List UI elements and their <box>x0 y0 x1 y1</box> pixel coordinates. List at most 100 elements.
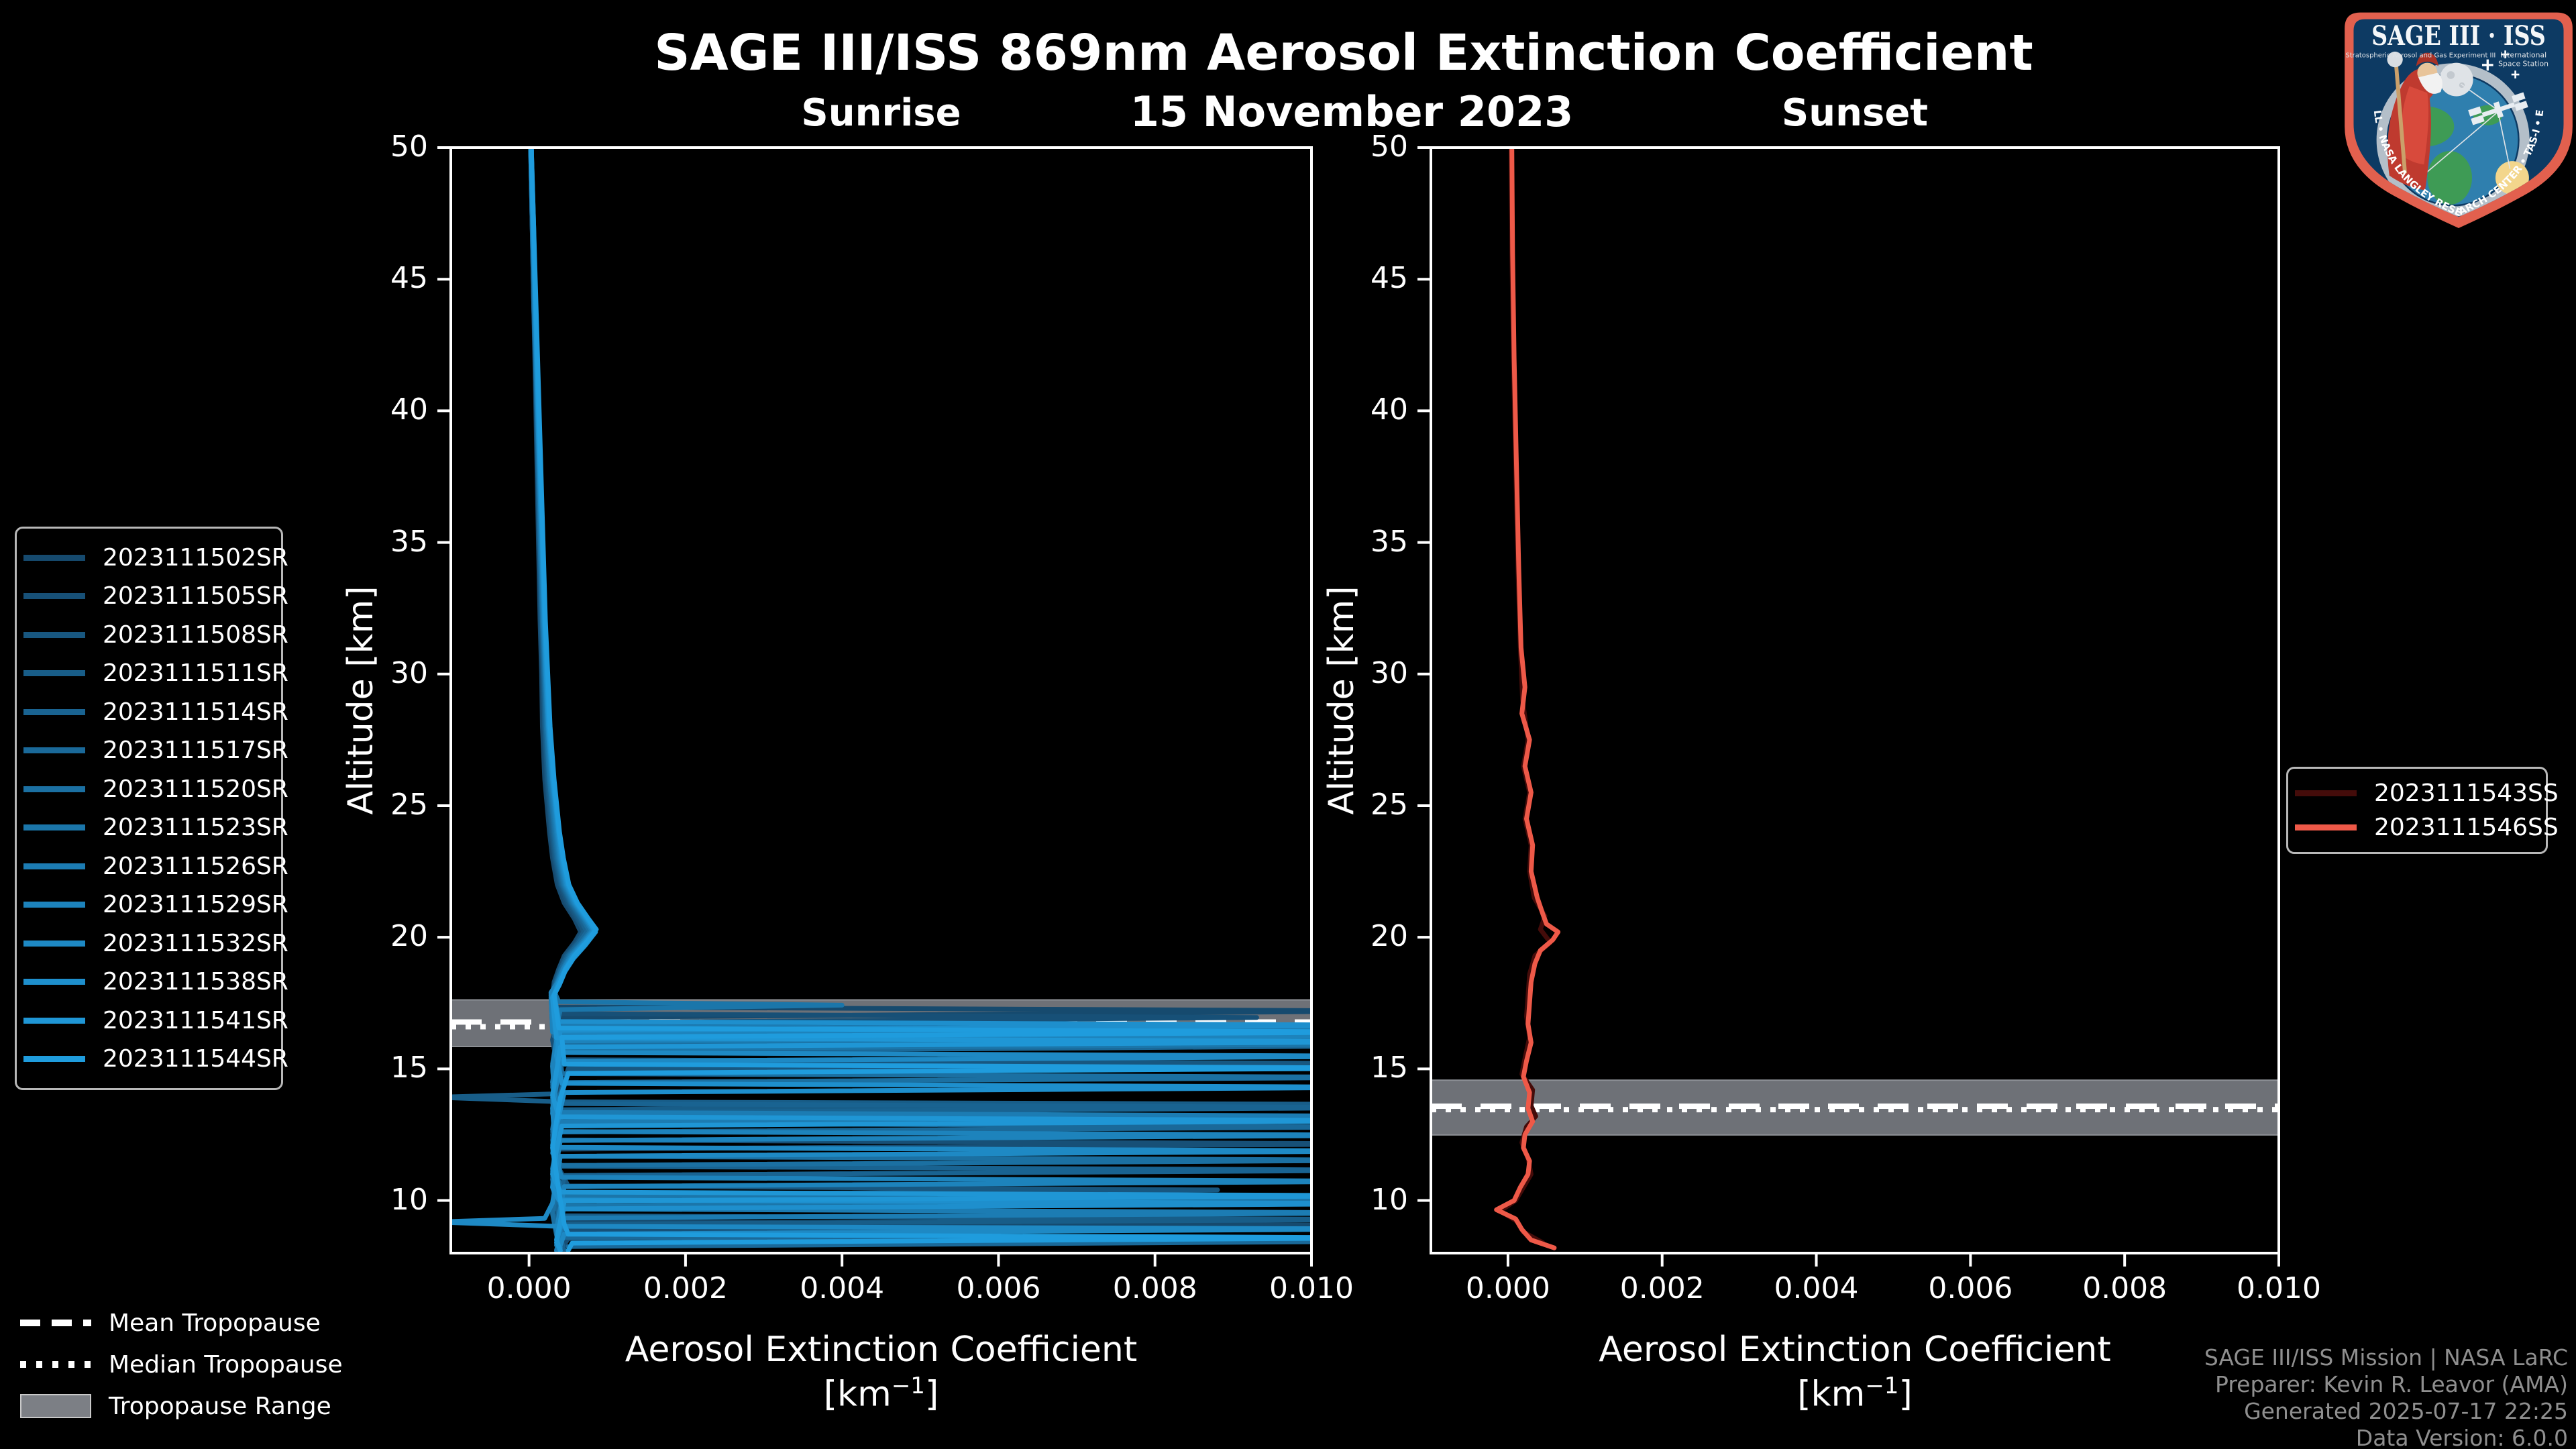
x-tick-label: 0.008 <box>2082 1271 2167 1305</box>
legend-item-2023111546SS: 2023111546SS <box>2295 814 2559 841</box>
legend-event-label: 2023111541SR <box>103 1006 288 1034</box>
y-tick-label: 30 <box>1371 655 1408 690</box>
median-tropopause-dot-icon <box>20 1361 91 1368</box>
axes-frame <box>1430 146 2280 1254</box>
profile-line-2023111544SR <box>529 148 1311 1253</box>
moon-icon <box>2439 62 2473 97</box>
x-tick-label: 0.006 <box>956 1271 1041 1305</box>
sunset-y-axis-label: Altitude [km] <box>1322 586 1362 815</box>
stars-icon <box>2481 50 2520 78</box>
x-tick-label: 0.008 <box>1112 1271 1197 1305</box>
legend-event-label: 2023111514SR <box>103 698 288 726</box>
legend-event-label: 2023111544SR <box>103 1045 288 1073</box>
tropopause-legend: Mean Tropopause Median Tropopause Tropop… <box>20 1309 343 1420</box>
legend-line-swatch <box>23 631 85 638</box>
tropopause-range-patch-icon <box>20 1394 91 1418</box>
legend-item-2023111543SS: 2023111543SS <box>2295 780 2559 807</box>
legend-event-label: 2023111526SR <box>103 852 288 880</box>
y-tick-label: 20 <box>390 919 428 954</box>
legend-item-2023111511SR: 2023111511SR <box>23 659 288 687</box>
x-tick-label: 0.010 <box>1269 1271 1354 1305</box>
y-tick-label: 25 <box>1371 787 1408 822</box>
y-tick-label: 40 <box>390 392 428 427</box>
legend-event-label: 2023111529SR <box>103 891 288 919</box>
y-tick-label: 25 <box>390 787 428 822</box>
legend-event-label: 2023111538SR <box>103 968 288 996</box>
legend-line-swatch <box>23 670 85 677</box>
sunrise-x-axis-label: Aerosol Extinction Coefficient <box>625 1330 1138 1370</box>
patch-title: SAGE III · ISS <box>2371 20 2546 52</box>
father-time-figure-icon <box>2387 51 2443 191</box>
iss-icon <box>2468 92 2528 125</box>
legend-event-label: 2023111543SS <box>2374 780 2559 807</box>
y-tick-label: 45 <box>1371 261 1408 296</box>
y-tick-label: 15 <box>390 1051 428 1085</box>
occultation-beams-icon <box>2422 83 2511 176</box>
sunset-panel-title: Sunset <box>1781 91 1929 135</box>
patch-subtitle-left: Stratospheric Aerosol and Gas Experiment… <box>2345 52 2496 59</box>
y-tick-label: 15 <box>1371 1051 1408 1085</box>
y-tick-label: 20 <box>1371 919 1408 954</box>
y-tick-label: 50 <box>390 129 428 164</box>
y-tick-label: 35 <box>1371 524 1408 559</box>
profile-line-2023111538SR <box>529 148 1311 1253</box>
legend-event-label: 2023111520SR <box>103 775 288 803</box>
legend-event-label: 2023111511SR <box>103 659 288 688</box>
median-tropopause-legend-item: Median Tropopause <box>20 1351 343 1379</box>
legend-item-2023111508SR: 2023111508SR <box>23 621 288 649</box>
legend-item-2023111514SR: 2023111514SR <box>23 698 288 726</box>
legend-event-label: 2023111508SR <box>103 621 288 649</box>
y-tick-label: 45 <box>390 261 428 296</box>
sunset-plot-area <box>1431 148 2279 1250</box>
sunrise-events-legend: 2023111502SR 2023111505SR 2023111508SR 2023… <box>15 527 288 1090</box>
legend-event-label: 2023111517SR <box>103 737 288 765</box>
legend-line-swatch <box>23 708 85 715</box>
legend-item-2023111529SR: 2023111529SR <box>23 891 288 918</box>
legend-item-2023111505SR: 2023111505SR <box>23 582 288 610</box>
legend-line-swatch <box>23 979 85 985</box>
legend-item-2023111544SR: 2023111544SR <box>23 1045 288 1073</box>
sunset-events-legend: 2023111543SS 2023111546SS <box>2286 767 2559 854</box>
legend-item-2023111502SR: 2023111502SR <box>23 544 288 572</box>
legend-line-swatch <box>23 1056 85 1063</box>
sunrise-plot-area <box>451 148 1311 1253</box>
legend-item-2023111541SR: 2023111541SR <box>23 1007 288 1034</box>
legend-line-swatch <box>23 1017 85 1024</box>
legend-line-swatch <box>2295 824 2357 830</box>
sunrise-panel-title: Sunrise <box>801 91 961 135</box>
legend-item-2023111523SR: 2023111523SR <box>23 814 288 841</box>
sage-iii-iss-mission-patch: SAGE III · ISS Stratospheric Aerosol and… <box>2345 8 2573 229</box>
preparer-credit: Preparer: Kevin R. Leavor (AMA) <box>2215 1371 2568 1397</box>
mean-tropopause-legend-item: Mean Tropopause <box>20 1309 343 1337</box>
date-subtitle: 15 November 2023 <box>1130 87 1574 136</box>
moon-crater-icon <box>2447 71 2455 79</box>
legend-line-swatch <box>23 786 85 792</box>
x-tick-label: 0.000 <box>1465 1271 1550 1305</box>
x-tick-label: 0.002 <box>643 1271 728 1305</box>
y-tick-label: 50 <box>1371 129 1408 164</box>
patch-subtitle-right-2: Space Station <box>2498 60 2548 68</box>
legend-item-2023111517SR: 2023111517SR <box>23 737 288 764</box>
legend-item-2023111532SR: 2023111532SR <box>23 930 288 957</box>
legend-event-label: 2023111505SR <box>103 582 288 610</box>
y-tick-label: 35 <box>390 524 428 559</box>
sunset-x-axis-unit: [km−1] <box>1797 1373 1913 1415</box>
generated-timestamp: Generated 2025-07-17 22:25 <box>2244 1398 2568 1424</box>
legend-event-label: 2023111532SR <box>103 929 288 957</box>
legend-line-swatch <box>23 902 85 908</box>
legend-event-label: 2023111546SS <box>2374 814 2559 841</box>
sunrise-y-axis-label: Altitude [km] <box>341 586 381 815</box>
x-tick-label: 0.002 <box>1619 1271 1705 1305</box>
tropopause-range-label: Tropopause Range <box>109 1392 331 1420</box>
mean-tropopause-dash-icon <box>20 1320 91 1326</box>
page-title: SAGE III/ISS 869nm Aerosol Extinction Co… <box>654 24 2033 82</box>
x-tick-label: 0.004 <box>800 1271 885 1305</box>
legend-line-swatch <box>23 863 85 869</box>
legend-item-2023111526SR: 2023111526SR <box>23 853 288 880</box>
legend-line-swatch <box>23 747 85 754</box>
mission-credit: SAGE III/ISS Mission | NASA LaRC <box>2204 1344 2568 1371</box>
data-version: Data Version: 6.0.0 <box>2355 1425 2568 1449</box>
x-tick-label: 0.004 <box>1774 1271 1859 1305</box>
sunrise-x-axis-unit: [km−1] <box>823 1373 939 1415</box>
